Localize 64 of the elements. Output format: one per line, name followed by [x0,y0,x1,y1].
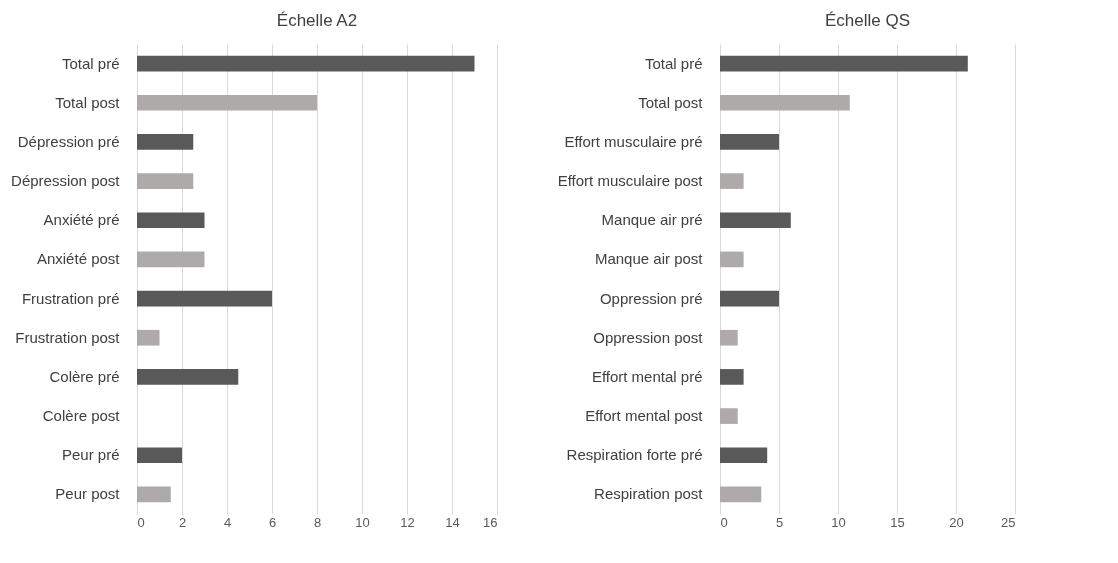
bar [720,290,779,307]
y-tick-label: Frustration post [15,328,121,346]
bar [720,369,744,385]
y-tick-label: Manque air pré [601,211,703,229]
bar [720,94,850,111]
y-tick-label: Total pré [644,54,703,72]
x-tick-label: 10 [831,514,846,530]
bar [720,134,779,150]
y-tick-label: Respiration forte pré [566,446,703,464]
y-tick-label: Manque air post [594,250,704,268]
y-tick-label: Oppression pré [599,289,703,307]
x-tick-label: 14 [445,514,460,530]
x-tick-label: 6 [268,514,277,530]
x-tick-label: 4 [223,514,232,530]
bar [720,55,968,72]
y-tick-label: Frustration pré [21,289,120,307]
bar [137,173,194,189]
y-tick-label: Total post [638,93,704,111]
y-tick-label: Effort musculaire pré [564,132,703,150]
y-tick-label: Peur pré [61,446,120,464]
bar [137,212,205,229]
x-tick-label: 12 [400,514,415,530]
y-tick-label: Total post [55,93,121,111]
bar [137,329,160,346]
bar [720,408,738,424]
chart-title: Échelle A2 [276,11,358,30]
chart-title: Échelle QS [824,11,911,30]
y-tick-label: Dépression pré [17,132,120,150]
y-tick-label: Oppression post [593,328,704,346]
bar [137,369,239,385]
y-tick-label: Anxiété pré [43,211,120,229]
x-tick-label: 15 [890,514,905,530]
bar [720,447,768,464]
y-tick-label: Dépression post [11,172,121,190]
bar [137,447,182,464]
y-tick-label: Respiration post [594,485,704,503]
bar [137,134,194,150]
x-tick-label: 20 [949,514,964,530]
bar [720,329,738,346]
x-tick-label: 0 [137,514,145,530]
x-tick-label: 0 [720,514,728,530]
x-tick-label: 16 [483,514,498,530]
y-tick-label: Colère pré [49,367,120,385]
y-tick-label: Effort musculaire post [557,172,704,190]
bar [720,251,744,268]
y-tick-label: Anxiété post [36,250,121,268]
y-tick-label: Total pré [61,54,120,72]
bar [720,173,744,189]
bar [137,94,317,111]
y-tick-label: Effort mental post [585,407,704,425]
x-tick-label: 25 [1001,514,1016,530]
x-tick-label: 2 [178,514,187,530]
x-tick-label: 8 [313,514,322,530]
bar [137,486,171,503]
bar [137,251,205,268]
bar [137,290,272,307]
bar [720,486,762,503]
x-tick-label: 10 [355,514,370,530]
y-tick-label: Effort mental pré [591,367,703,385]
bar [720,212,791,229]
bar [137,55,475,72]
y-tick-label: Peur post [55,485,121,503]
x-tick-label: 5 [775,514,784,530]
y-tick-label: Colère post [42,407,121,425]
